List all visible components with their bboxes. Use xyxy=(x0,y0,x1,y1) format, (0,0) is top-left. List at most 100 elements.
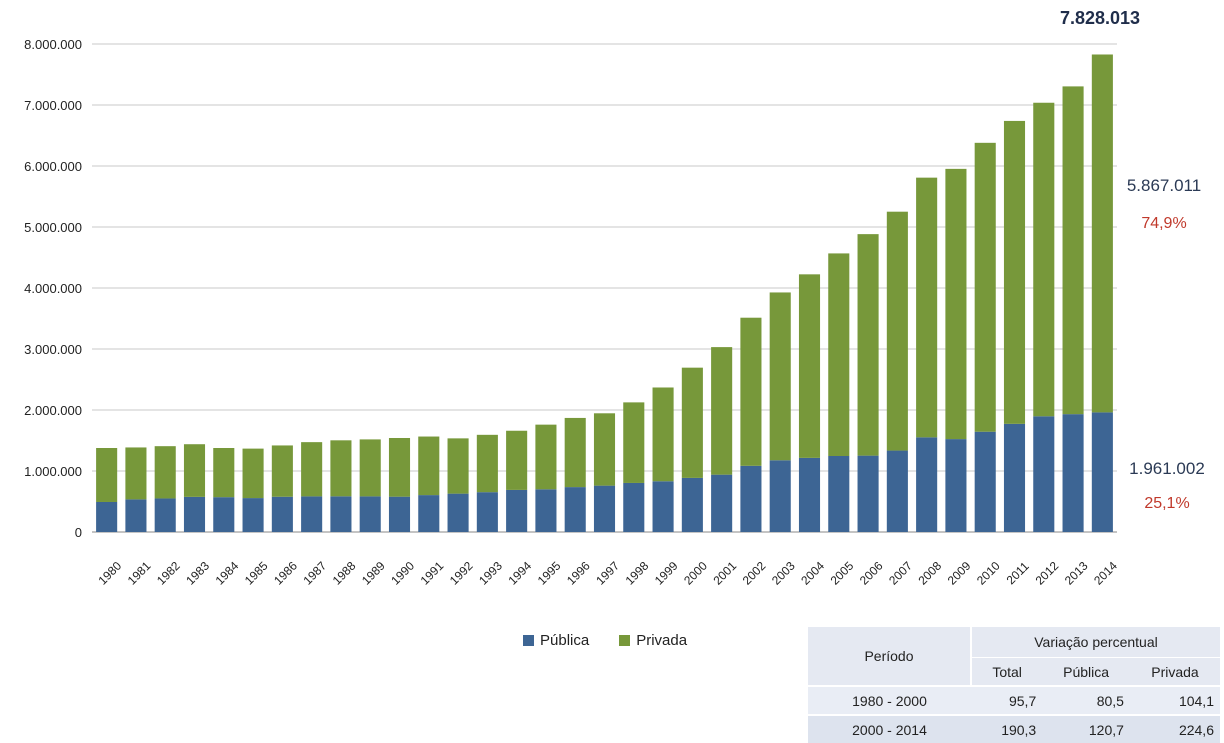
bar-privada xyxy=(945,168,967,440)
x-tick-label: 2003 xyxy=(769,559,798,588)
x-tick-label: 2006 xyxy=(857,559,886,588)
legend-swatch-privada xyxy=(619,635,631,646)
bar-privada xyxy=(681,367,703,478)
legend-swatch-publica xyxy=(523,635,534,646)
bar-publica xyxy=(1091,412,1113,532)
y-axis-ticks: 0 1.000.000 2.000.000 3.000.000 4.000.000 5.0… xyxy=(24,37,82,540)
bar-publica xyxy=(623,482,645,532)
bar-privada xyxy=(798,274,821,458)
y-tick-label: 8.000.000 xyxy=(24,37,82,52)
x-tick-label: 1998 xyxy=(623,559,652,588)
bars xyxy=(96,54,1113,532)
bar-publica xyxy=(593,485,616,532)
x-tick-label: 2012 xyxy=(1033,559,1062,588)
y-tick-label: 7.000.000 xyxy=(24,98,82,113)
bar-privada xyxy=(125,447,147,500)
bar-privada xyxy=(593,413,616,486)
x-tick-label: 2007 xyxy=(886,559,915,588)
bar-publica xyxy=(447,493,469,532)
x-tick-label: 1991 xyxy=(418,559,447,588)
bar-privada xyxy=(711,347,733,475)
stacked-bar-chart: 0 1.000.000 2.000.000 3.000.000 4.000.000 5.0… xyxy=(24,8,1205,588)
bar-publica xyxy=(1033,416,1055,532)
x-tick-label: 2008 xyxy=(915,559,944,588)
bar-publica xyxy=(125,499,147,532)
header-periodo: Período xyxy=(808,627,972,686)
variation-table: Período Variação percentual Total Públic… xyxy=(808,627,1220,743)
publica-pct-annotation: 25,1% xyxy=(1144,495,1189,512)
bar-publica xyxy=(652,481,674,532)
publica-value-annotation: 1.961.002 xyxy=(1129,459,1205,478)
x-tick-label: 1994 xyxy=(505,559,534,588)
bar-privada xyxy=(1003,120,1026,424)
legend-label-publica: Pública xyxy=(540,632,590,649)
bar-publica xyxy=(183,496,206,532)
y-tick-label: 2.000.000 xyxy=(24,403,82,418)
bar-privada xyxy=(213,448,235,498)
bar-privada xyxy=(828,253,850,456)
bar-privada xyxy=(154,446,176,499)
legend-label-privada: Privada xyxy=(636,632,688,649)
legend-item-privada: Privada xyxy=(619,632,687,649)
bar-publica xyxy=(974,431,996,532)
bar-publica xyxy=(681,477,703,532)
bar-publica xyxy=(886,450,908,532)
bar-publica xyxy=(857,455,879,532)
x-tick-label: 2009 xyxy=(945,559,974,588)
bar-privada xyxy=(330,440,352,497)
x-tick-label: 1996 xyxy=(564,559,593,588)
cell-publica: 120,7 xyxy=(1042,714,1130,743)
bar-publica xyxy=(711,474,733,532)
bar-privada xyxy=(916,177,938,438)
x-tick-label: 2005 xyxy=(828,559,857,588)
bar-publica xyxy=(476,492,498,532)
cell-periodo: 1980 - 2000 xyxy=(808,685,971,715)
bar-privada xyxy=(418,436,440,496)
x-tick-label: 1980 xyxy=(95,559,124,588)
y-tick-label: 4.000.000 xyxy=(24,281,82,296)
bar-publica xyxy=(740,465,762,532)
bar-privada xyxy=(1091,54,1113,413)
header-variacao: Variação percentual xyxy=(971,627,1220,658)
bar-privada xyxy=(359,439,381,497)
x-tick-label: 1986 xyxy=(271,559,300,588)
cell-total: 190,3 xyxy=(971,714,1043,743)
bar-privada xyxy=(857,234,879,456)
bar-privada xyxy=(564,417,586,488)
bar-publica xyxy=(154,498,176,532)
x-tick-label: 1982 xyxy=(154,559,183,588)
x-tick-label: 1981 xyxy=(125,559,154,588)
x-tick-label: 2011 xyxy=(1004,559,1032,587)
x-axis-ticks: 1980 1981 1982 1983 1984 1985 1986 1987 1988 1989… xyxy=(95,559,1120,588)
bar-publica xyxy=(359,496,381,532)
bar-privada xyxy=(301,442,323,497)
chart-legend: Pública Privada xyxy=(523,632,687,649)
bar-publica xyxy=(1003,423,1026,532)
total-annotation: 7.828.013 xyxy=(1060,8,1140,28)
x-tick-label: 2001 xyxy=(710,559,739,588)
bar-privada xyxy=(388,437,411,497)
subheader-total: Total xyxy=(971,657,1043,686)
bar-privada xyxy=(1062,86,1084,415)
y-tick-label: 1.000.000 xyxy=(24,464,82,479)
x-tick-label: 1992 xyxy=(447,559,476,588)
bar-privada xyxy=(1033,102,1055,417)
cell-publica: 80,5 xyxy=(1042,685,1130,715)
bar-privada xyxy=(535,424,557,490)
bar-publica xyxy=(828,455,850,532)
bar-privada xyxy=(506,430,528,490)
cell-privada: 104,1 xyxy=(1129,685,1220,715)
bar-privada xyxy=(96,448,118,502)
table-row: 1980 - 2000 95,7 80,5 104,1 xyxy=(808,685,1220,715)
y-tick-label: 5.000.000 xyxy=(24,220,82,235)
subheader-publica: Pública xyxy=(1042,657,1130,686)
x-tick-label: 1990 xyxy=(388,559,417,588)
bar-privada xyxy=(974,142,996,432)
x-tick-label: 2010 xyxy=(974,559,1003,588)
x-tick-label: 1993 xyxy=(476,559,505,588)
bar-privada xyxy=(652,387,674,482)
bar-privada xyxy=(271,445,293,497)
bar-publica xyxy=(1062,414,1084,532)
bar-publica xyxy=(388,496,411,532)
x-tick-label: 2002 xyxy=(740,559,769,588)
